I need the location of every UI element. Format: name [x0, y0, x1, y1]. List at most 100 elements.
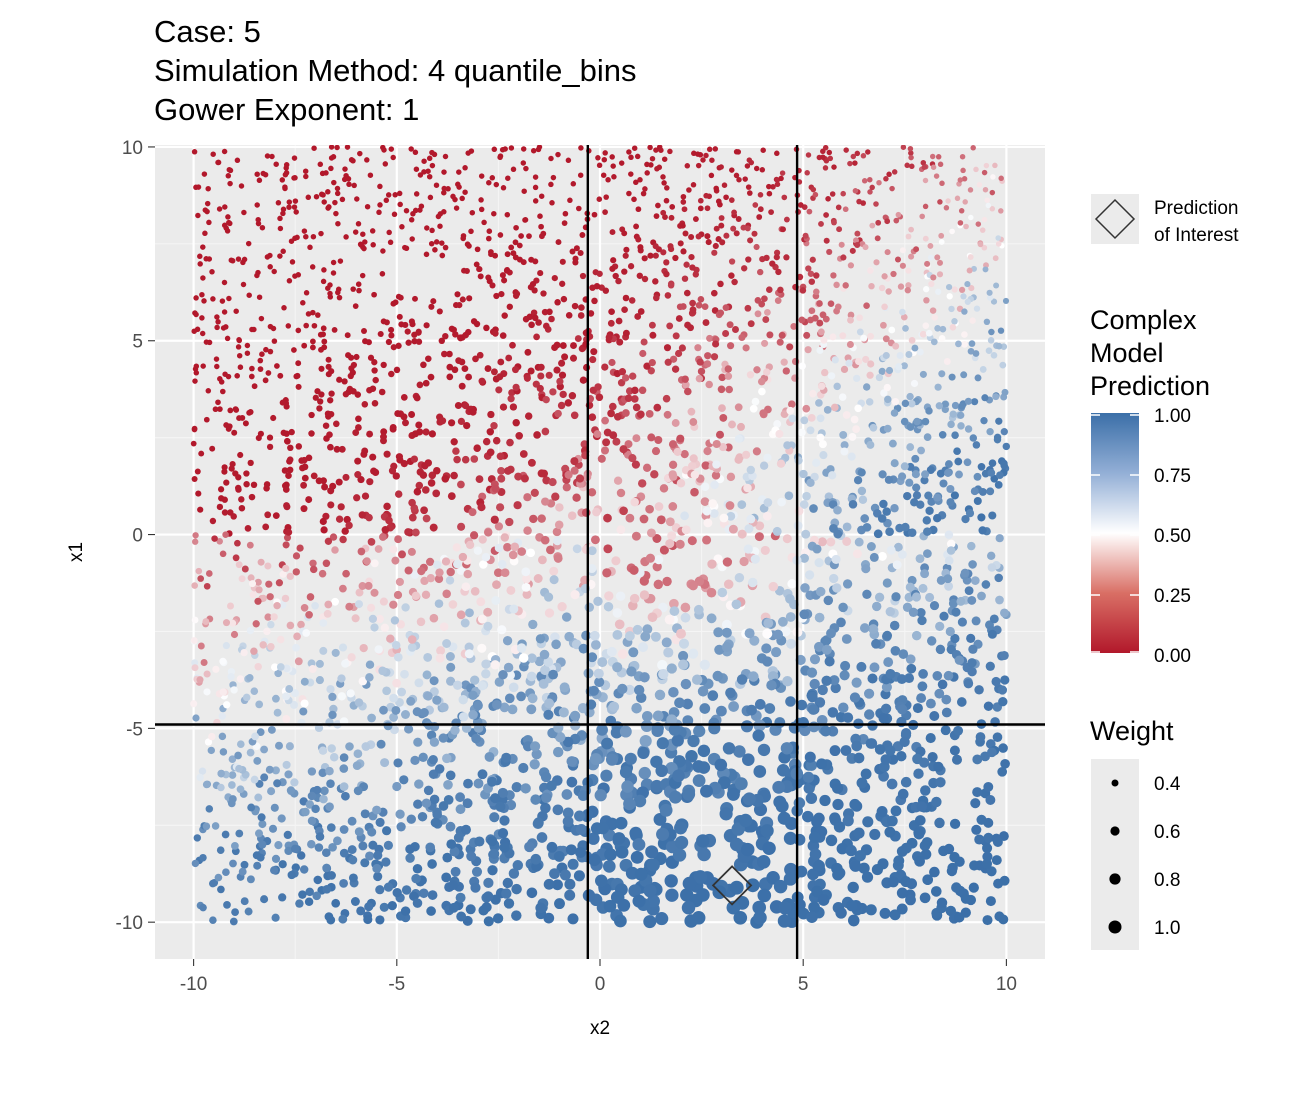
data-point	[612, 272, 619, 280]
data-point	[777, 286, 784, 294]
data-point	[536, 145, 543, 150]
data-point	[242, 693, 251, 702]
data-point	[648, 321, 656, 329]
data-point	[737, 422, 745, 431]
data-point	[497, 154, 503, 161]
data-point	[630, 850, 644, 864]
data-point	[353, 749, 363, 759]
data-point	[999, 650, 1009, 661]
data-point	[937, 161, 944, 168]
data-point	[719, 807, 733, 821]
data-point	[394, 490, 403, 498]
data-point	[389, 423, 397, 431]
data-point	[741, 265, 748, 272]
data-point	[613, 412, 622, 421]
data-point	[727, 342, 735, 350]
data-point	[983, 701, 994, 711]
data-point	[523, 165, 529, 172]
data-point	[341, 659, 350, 668]
data-point	[763, 453, 772, 462]
data-point	[998, 743, 1008, 753]
data-point	[972, 350, 980, 357]
data-point	[337, 503, 345, 511]
data-point	[867, 267, 874, 274]
data-point	[729, 167, 735, 173]
data-point	[196, 773, 204, 782]
data-point	[351, 182, 357, 189]
data-point	[988, 328, 995, 336]
data-point	[733, 910, 748, 925]
data-point	[665, 517, 675, 527]
data-point	[545, 371, 553, 379]
data-point	[826, 537, 836, 547]
data-point	[842, 282, 849, 289]
data-point	[1002, 442, 1011, 451]
data-point	[760, 147, 766, 153]
data-point	[521, 188, 527, 194]
data-point	[426, 574, 435, 583]
data-point	[955, 340, 962, 348]
data-point	[663, 647, 674, 658]
data-point	[321, 848, 331, 858]
data-point	[322, 422, 330, 429]
prediction-of-interest-marker	[711, 865, 753, 906]
data-point	[234, 751, 242, 760]
data-point	[691, 674, 703, 685]
data-point	[286, 621, 295, 630]
data-point	[360, 231, 366, 237]
data-point	[802, 404, 811, 413]
data-point	[910, 379, 919, 388]
data-point	[494, 543, 504, 553]
data-point	[591, 640, 601, 650]
data-point	[191, 616, 199, 624]
data-point	[865, 738, 877, 749]
data-point	[512, 860, 524, 871]
data-point	[674, 821, 688, 835]
data-point	[828, 471, 837, 480]
data-point	[501, 888, 512, 899]
data-point	[981, 469, 990, 478]
data-point	[928, 280, 935, 288]
data-point	[277, 225, 284, 232]
data-point	[429, 737, 440, 747]
data-point	[757, 206, 764, 213]
data-point	[905, 654, 916, 665]
data-point	[295, 899, 304, 908]
data-point	[873, 529, 883, 539]
data-point	[325, 766, 334, 776]
data-point	[190, 440, 197, 447]
data-point	[433, 466, 441, 475]
data-point	[288, 428, 295, 436]
data-point	[676, 434, 685, 443]
data-point	[840, 447, 849, 456]
data-point	[943, 574, 953, 584]
data-point	[300, 456, 308, 464]
data-point	[981, 216, 988, 223]
data-point	[588, 685, 599, 696]
data-point	[259, 641, 267, 649]
data-point	[377, 183, 383, 190]
data-point	[307, 816, 317, 826]
data-point	[286, 204, 292, 210]
data-point	[490, 422, 498, 430]
data-point	[483, 621, 493, 631]
data-point	[726, 900, 741, 915]
data-point	[612, 630, 623, 640]
data-point	[863, 302, 870, 310]
data-point	[305, 800, 315, 809]
data-point	[899, 247, 906, 254]
data-point	[773, 879, 788, 894]
data-point	[428, 430, 436, 438]
data-point	[821, 368, 829, 377]
data-point	[713, 627, 724, 638]
data-point	[638, 642, 648, 653]
data-point	[960, 893, 972, 904]
data-point	[766, 679, 777, 691]
data-point	[812, 544, 822, 554]
data-point	[919, 370, 927, 378]
data-point	[596, 724, 608, 736]
data-point	[650, 631, 661, 642]
data-point	[315, 477, 323, 485]
data-point	[383, 882, 394, 892]
data-point	[682, 698, 693, 710]
